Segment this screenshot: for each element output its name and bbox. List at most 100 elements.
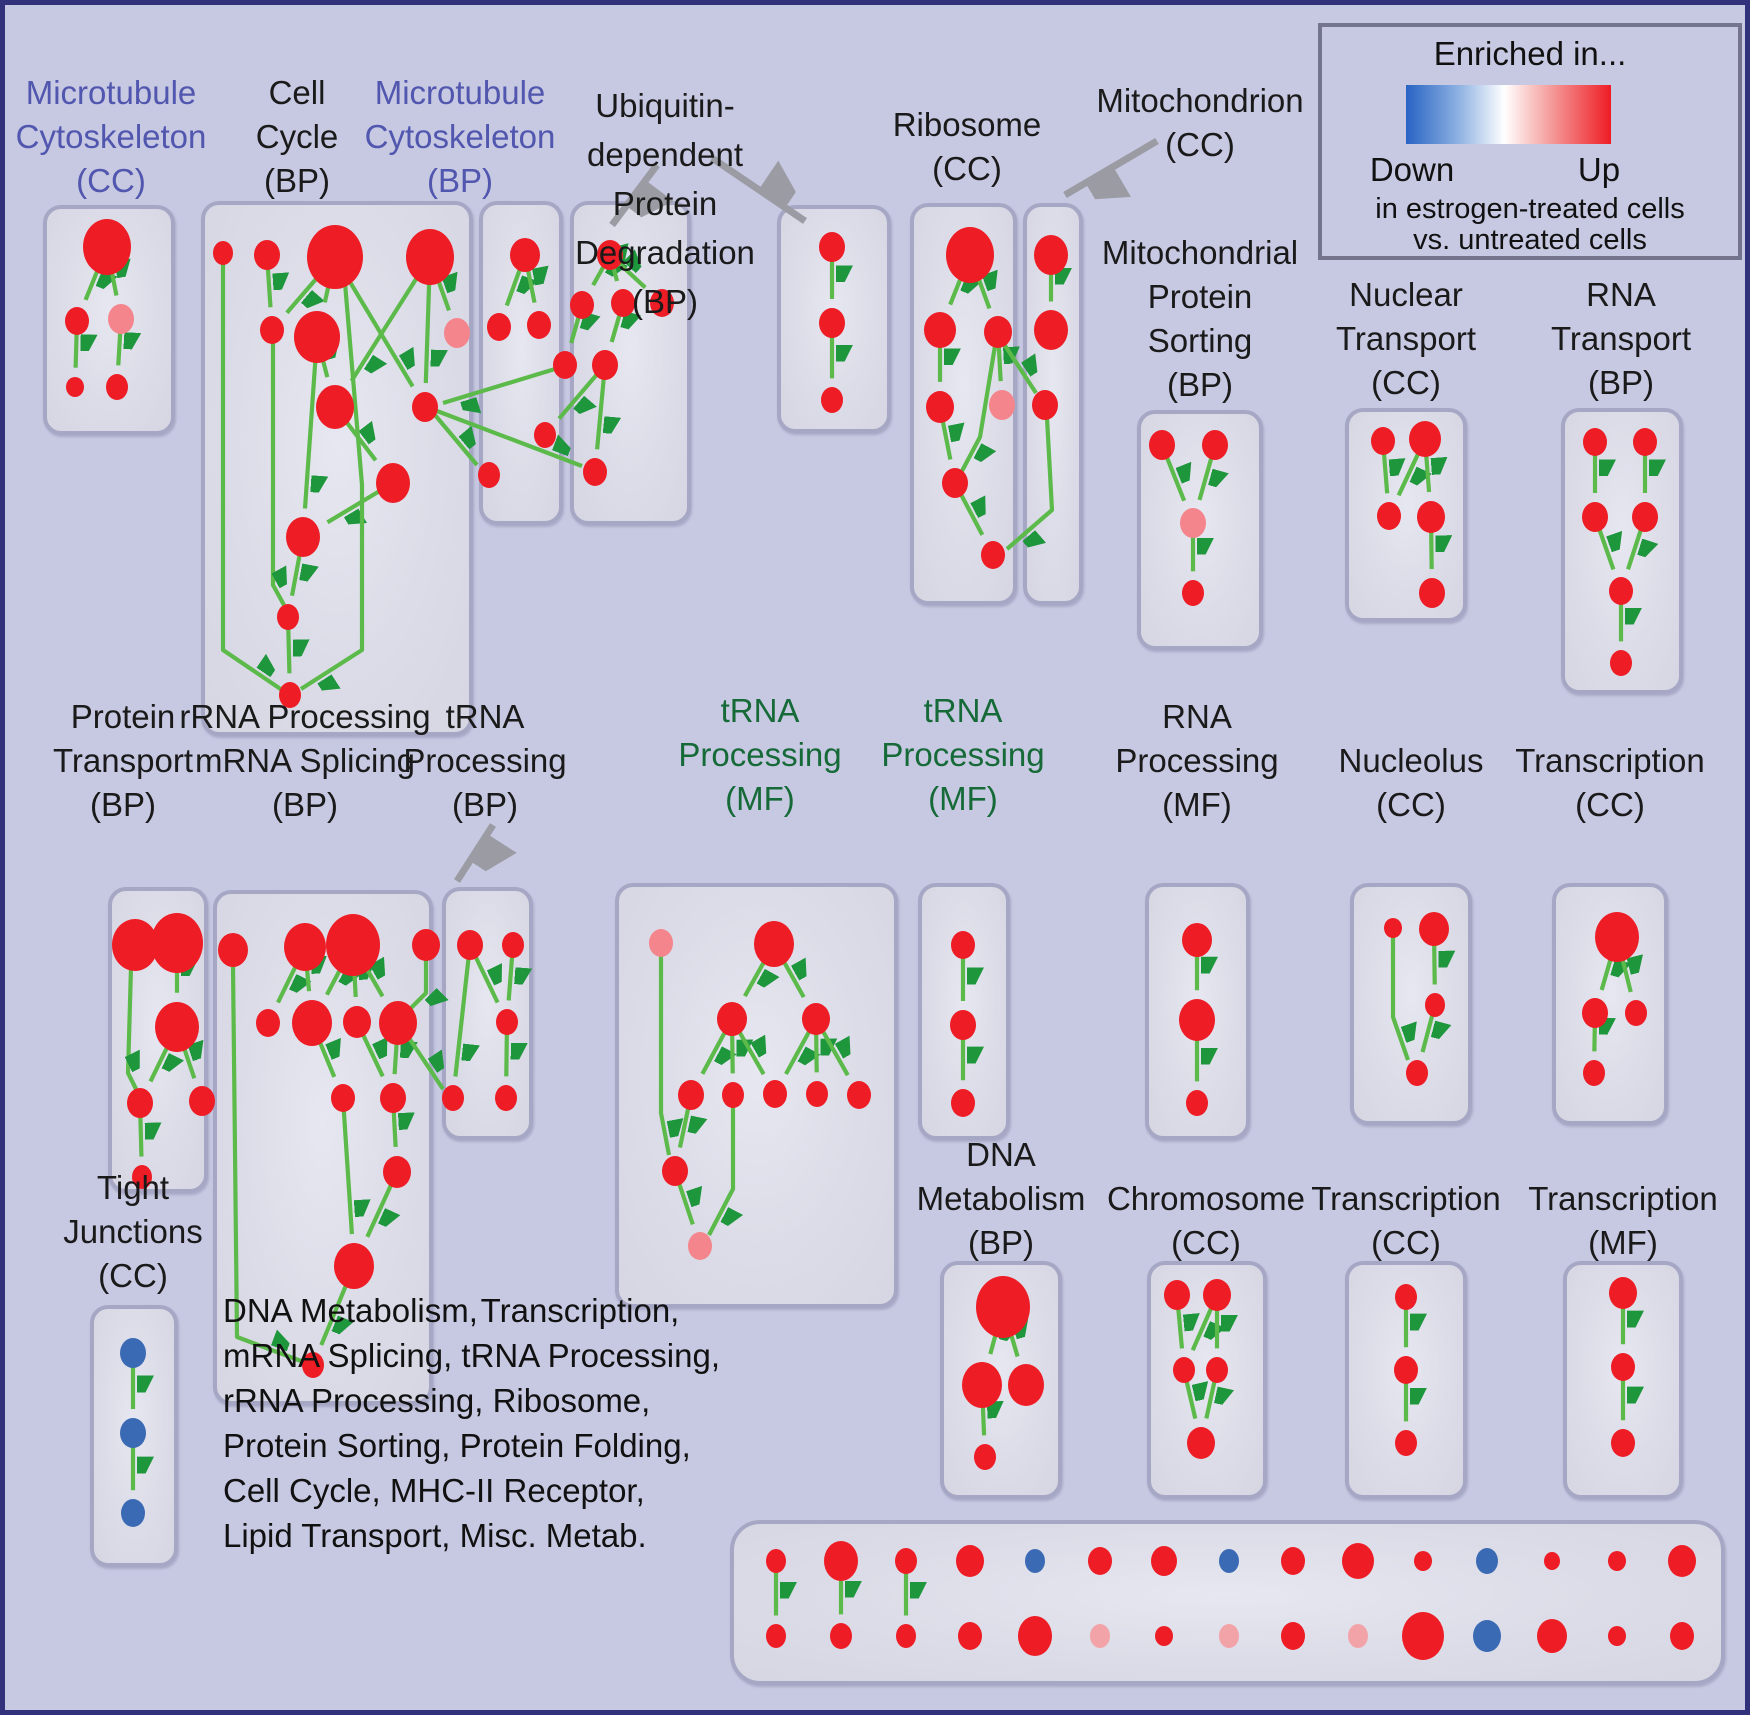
go-term-node (1609, 1277, 1637, 1309)
label-line: (CC) (1376, 786, 1446, 823)
go-term-node (286, 517, 320, 557)
go-term-node (1025, 1549, 1045, 1573)
go-term-node (106, 374, 128, 400)
go-term-node (962, 1362, 1002, 1408)
go-term-node (1348, 1624, 1368, 1648)
go-term-node (819, 308, 845, 338)
go-term-node (127, 1088, 153, 1118)
go-term-node (802, 1003, 830, 1035)
go-term-node (1611, 1353, 1635, 1381)
label-line: tRNA (923, 692, 1003, 729)
go-term-node (294, 311, 340, 363)
misc-text-line: DNA Metabolism, Transcription, (223, 1292, 680, 1329)
go-term-node (1034, 310, 1068, 350)
nodes-layer (65, 219, 1696, 1660)
go-term-node (1582, 502, 1608, 532)
label-line: (MF) (928, 780, 998, 817)
go-term-node (316, 385, 354, 429)
go-term-node (1151, 1546, 1177, 1576)
go-term-node (444, 318, 470, 348)
go-term-node (1164, 1280, 1190, 1310)
go-term-node (766, 1549, 786, 1573)
go-term-node (958, 1622, 982, 1650)
go-term-node (1186, 1090, 1208, 1116)
label-line: Cell (268, 74, 326, 111)
go-term-node (1180, 508, 1206, 538)
go-term-node (478, 462, 500, 488)
go-term-node (1281, 1547, 1305, 1575)
go-term-node (1609, 577, 1633, 605)
group-label-rna-processing-mf: RNA Processing (MF) (1115, 695, 1278, 827)
group-label-trna-processing-mf-large: tRNA Processing (MF) (678, 689, 841, 821)
label-line: dependent (586, 136, 743, 173)
label-line: tRNA (445, 698, 525, 735)
go-term-node (510, 238, 540, 272)
go-term-node (722, 1082, 744, 1108)
go-term-node (847, 1081, 871, 1109)
go-term-node (1402, 1612, 1444, 1660)
go-term-node (981, 541, 1005, 569)
label-line: Processing (403, 742, 567, 779)
go-term-node (1414, 1551, 1432, 1571)
label-line: Protein (1147, 278, 1253, 315)
label-line: (BP) (264, 162, 330, 199)
go-term-node (1537, 1619, 1567, 1653)
go-term-node (343, 1006, 371, 1038)
go-term-node (380, 1083, 406, 1113)
edge-arrow (1390, 937, 1408, 1061)
go-term-node (717, 1002, 747, 1036)
legend-caption-line1: in estrogen-treated cells (1375, 193, 1685, 225)
label-line: Sorting (1147, 322, 1253, 359)
go-term-node (1371, 427, 1395, 455)
go-term-node (1018, 1616, 1052, 1656)
group-label-rrna-processing-mrna-splicing: rRNA Processing mRNA Splicing (BP) (179, 695, 430, 827)
group-label-transcription-cc-a: Transcription (CC) (1515, 739, 1705, 827)
go-term-node (1149, 430, 1175, 460)
label-line: Transcription (1515, 742, 1705, 779)
go-term-node (1611, 1429, 1635, 1457)
edge-arrow (453, 944, 470, 1077)
go-term-node (896, 1624, 916, 1648)
label-line: Mitochondrion (1096, 82, 1304, 119)
go-term-node (406, 229, 454, 285)
go-term-node (1384, 918, 1402, 938)
label-line: (BP) (631, 283, 698, 320)
go-term-node (1182, 580, 1204, 606)
misc-text-line: rRNA Processing, Ribosome, (223, 1382, 651, 1419)
label-line: Cytoskeleton (15, 118, 207, 155)
label-line: (CC) (1171, 1224, 1241, 1261)
label-line: Metabolism (916, 1180, 1086, 1217)
go-term-node (534, 422, 556, 448)
go-term-node (496, 1009, 518, 1035)
misc-text-line: Lipid Transport, Misc. Metab. (223, 1517, 647, 1554)
go-term-node (974, 1444, 996, 1470)
edge-arrow (220, 263, 284, 692)
edge-arrow (707, 1106, 733, 1236)
go-term-node (1219, 1549, 1239, 1573)
go-term-node (950, 1010, 976, 1040)
go-term-node (824, 1541, 858, 1581)
go-term-node (649, 929, 673, 957)
legend: Enriched in... Down Up in estrogen-treat… (1318, 23, 1742, 260)
group-label-transcription-cc-b: Transcription (CC) (1311, 1177, 1501, 1265)
go-term-node (279, 682, 301, 708)
label-line: (CC) (98, 1257, 168, 1294)
go-term-node (112, 919, 158, 971)
group-label-protein-transport: Protein Transport (BP) (53, 695, 193, 827)
go-term-node (984, 316, 1012, 348)
label-pointer-arrow (454, 823, 493, 883)
edge-arrow (658, 955, 669, 1156)
legend-gradient-bar (1406, 85, 1611, 144)
label-line: (CC) (1371, 1224, 1441, 1261)
label-line: (BP) (967, 1224, 1034, 1261)
go-term-node (946, 227, 994, 283)
go-term-node (830, 1623, 852, 1649)
go-term-node (1632, 502, 1658, 532)
go-term-node (487, 313, 511, 341)
go-term-node (189, 1086, 215, 1116)
group-label-tight-junctions: Tight Junctions (CC) (63, 1166, 202, 1298)
label-line: Microtubule (374, 74, 546, 111)
label-line: tRNA (720, 692, 800, 729)
label-line: Transcription (1528, 1180, 1718, 1217)
